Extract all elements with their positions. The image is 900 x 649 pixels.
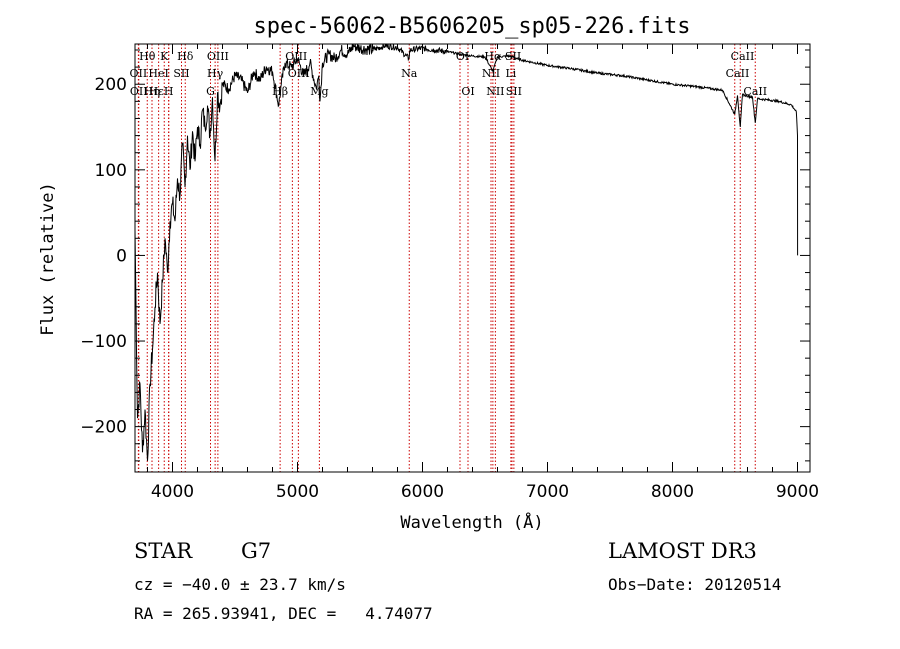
- y-tick-label-1: −100: [80, 332, 127, 352]
- line-label-3: OIII: [207, 50, 229, 63]
- chart-title: spec-56062-B5606205_sp05-226.fits: [253, 14, 690, 39]
- plot-frame: [134, 43, 811, 473]
- x-tick-label-4: 8000: [651, 482, 694, 502]
- line-label-13: Hγ: [207, 67, 224, 80]
- line-label-1: K: [160, 50, 169, 63]
- line-label-14: Na: [401, 67, 418, 80]
- line-label-0: Hθ: [139, 50, 156, 63]
- line-label-19: Hε: [149, 85, 165, 98]
- y-tick-label-4: 200: [95, 75, 127, 95]
- line-label-9: CaII: [731, 50, 755, 63]
- line-label-10: OII: [130, 67, 148, 80]
- object-class: STAR: [134, 539, 193, 563]
- line-label-17: CaII: [726, 67, 750, 80]
- x-tick-label-3: 7000: [526, 482, 569, 502]
- survey-name: LAMOST DR3: [608, 539, 757, 563]
- coordinates-text: RA = 265.93941, DEC = 4.74077: [134, 604, 433, 623]
- line-label-21: H: [164, 85, 174, 98]
- y-tick-label-0: −200: [80, 418, 127, 438]
- line-label-15: NII: [482, 67, 500, 80]
- x-tick-label-5: 9000: [776, 482, 819, 502]
- y-axis-label: Flux (relative): [38, 182, 58, 336]
- line-label-12: SII: [173, 67, 189, 80]
- spectrum-line: [134, 43, 799, 461]
- redshift-text: cz = −40.0 ± 23.7 km/s: [134, 575, 346, 594]
- object-subclass: G7: [241, 539, 272, 563]
- spectrum-series: [134, 43, 799, 461]
- line-label-25: OI: [461, 85, 474, 98]
- x-tick-label-2: 6000: [401, 482, 444, 502]
- line-label-20: Hη: [144, 85, 160, 98]
- x-axis-label: Wavelength (Å): [400, 511, 543, 533]
- y-tick-label-3: 100: [95, 161, 127, 181]
- line-label-28: CaII: [743, 85, 767, 98]
- obs-date: Obs−Date: 20120514: [608, 575, 782, 594]
- line-label-7: Hα: [484, 50, 502, 63]
- line-label-16: Li: [505, 67, 516, 80]
- line-label-11: HeI: [148, 67, 168, 80]
- line-label-26: NII: [486, 85, 504, 98]
- y-tick-label-2: 0: [116, 246, 127, 266]
- line-label-18: OII: [130, 85, 148, 98]
- line-label-27: SII: [506, 85, 522, 98]
- axis-ticks: 4000 5000 6000 7000 8000 9000 −200 −100 0 100 200: [80, 44, 819, 502]
- line-label-22: G: [206, 85, 215, 98]
- line-label-2: Hδ: [177, 50, 194, 63]
- x-tick-label-1: 5000: [276, 482, 319, 502]
- spectral-line-markers: [137, 44, 756, 472]
- line-label-4: OIII: [285, 50, 307, 63]
- x-tick-label-0: 4000: [151, 482, 194, 502]
